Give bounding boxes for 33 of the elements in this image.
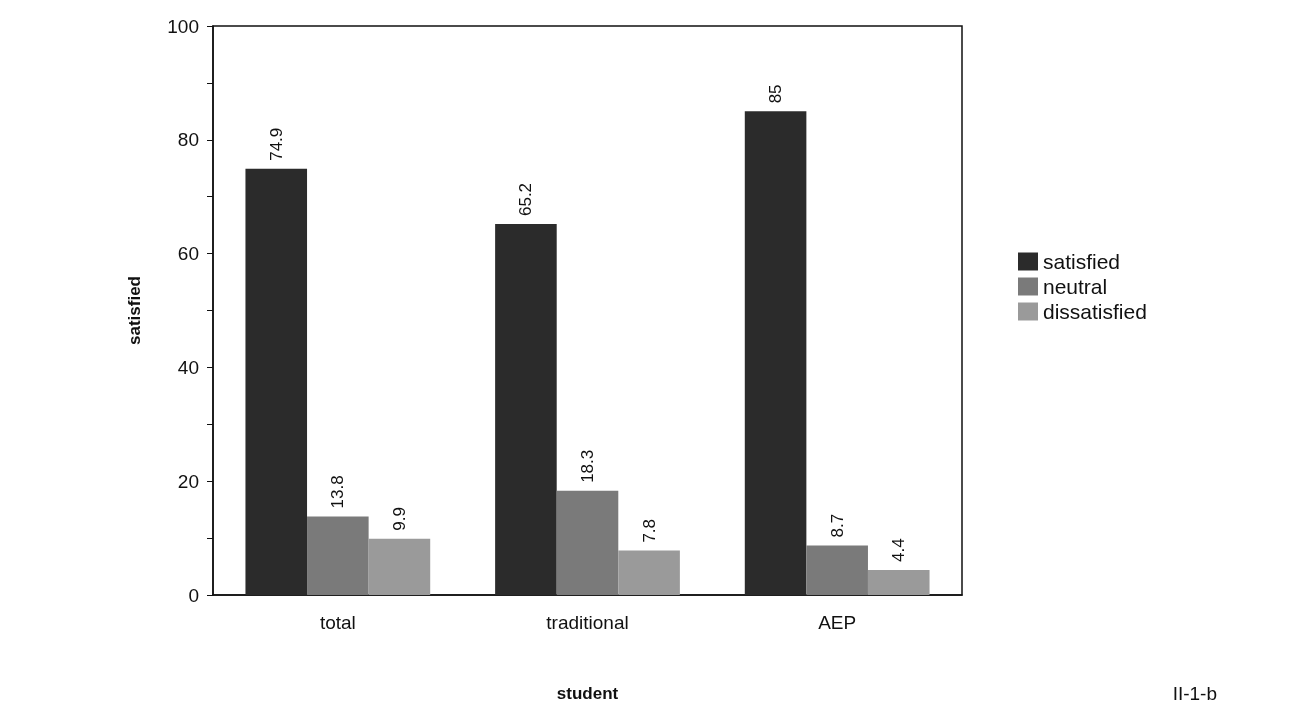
data-label: 13.8 [328, 475, 348, 509]
x-tick-label: total [319, 612, 356, 633]
y-tick-label: 60 [177, 243, 199, 265]
y-axis-title: satisfied [125, 276, 144, 345]
x-tick-label: AEP [818, 612, 857, 633]
data-label: 4.4 [889, 538, 909, 562]
y-tick-label: 0 [188, 584, 199, 606]
bar [307, 516, 369, 595]
y-tick-label: 40 [177, 356, 199, 378]
y-tick-label: 100 [167, 15, 199, 37]
bar [495, 224, 557, 595]
data-label: 65.2 [516, 182, 536, 217]
bar [245, 168, 308, 595]
bar [368, 538, 431, 595]
y-tick-label: 20 [177, 470, 199, 492]
data-label: 9.9 [389, 507, 409, 531]
legend-label: satisfied [1043, 250, 1121, 273]
data-label: 8.7 [827, 513, 847, 538]
bar [618, 550, 680, 595]
legend-label: neutral [1043, 275, 1108, 298]
y-tick-label: 80 [177, 129, 199, 151]
data-label: 85 [766, 84, 786, 104]
x-axis-title: student [556, 684, 619, 703]
bar [556, 490, 619, 595]
legend-label: dissatisfied [1043, 300, 1147, 323]
data-label: 18.3 [578, 449, 597, 483]
text: II-1-b [1172, 683, 1218, 704]
x-tick-label: traditional [546, 612, 629, 633]
data-label: 7.8 [639, 518, 659, 543]
bar [744, 111, 807, 595]
bar [806, 545, 868, 595]
bar [867, 569, 930, 595]
data-label: 74.9 [266, 127, 286, 161]
